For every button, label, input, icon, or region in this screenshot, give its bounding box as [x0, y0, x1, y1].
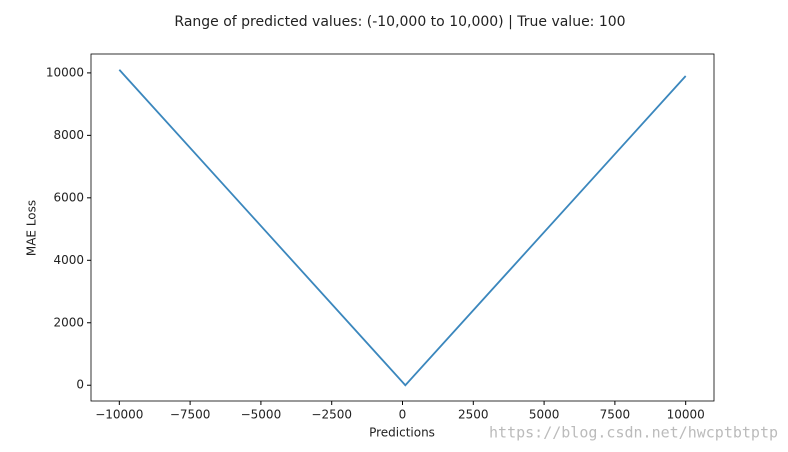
watermark: https://blog.csdn.net/hwcptbtptp [489, 424, 778, 442]
y-tick-label: 4000 [53, 253, 84, 267]
x-tick-label: −10000 [95, 408, 143, 422]
chart-title: Range of predicted values: (-10,000 to 1… [174, 14, 625, 30]
x-tick-label: 5000 [529, 408, 560, 422]
plot-frame [90, 53, 715, 402]
x-tick-label: 0 [399, 408, 407, 422]
y-tick-label: 6000 [53, 190, 84, 204]
x-axis-label: Predictions [369, 426, 435, 440]
x-tick-label: 2500 [458, 408, 489, 422]
x-tick-label: 7500 [600, 408, 631, 422]
x-tick-label: 10000 [667, 408, 705, 422]
y-tick-label: 2000 [53, 315, 84, 329]
x-tick-label: −7500 [170, 408, 211, 422]
y-axis-label: MAE Loss [25, 200, 39, 256]
x-tick-label: −5000 [241, 408, 282, 422]
y-tick-label: 10000 [46, 65, 84, 79]
data-line [118, 69, 687, 387]
y-tick-label: 8000 [53, 128, 84, 142]
y-tick-label: 0 [76, 378, 84, 392]
x-tick-label: −2500 [311, 408, 352, 422]
